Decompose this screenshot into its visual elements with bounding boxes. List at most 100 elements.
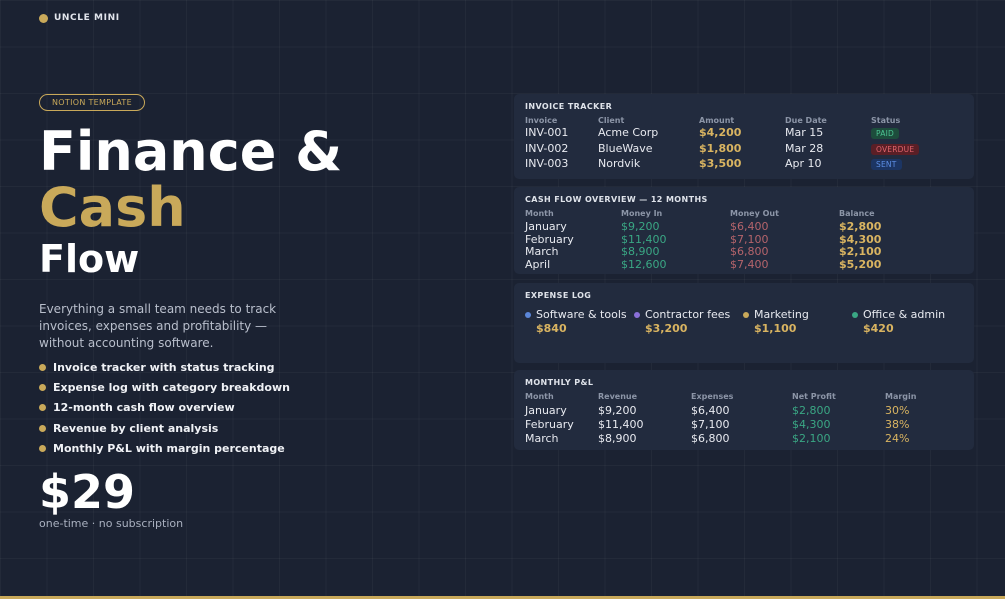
- month: March: [525, 432, 559, 445]
- column-header: Due Date: [785, 116, 827, 125]
- margin: 38%: [885, 418, 910, 431]
- net-profit: $2,100: [792, 432, 831, 445]
- expenses: $7,100: [691, 418, 730, 431]
- column-header: Invoice: [525, 116, 558, 125]
- margin: 24%: [885, 432, 910, 445]
- category-name: Marketing: [754, 308, 809, 321]
- column-header: Client: [598, 116, 625, 125]
- column-header: Net Profit: [792, 392, 836, 401]
- net-profit: $4,300: [792, 418, 831, 431]
- table-row: April $12,600 $7,400 $5,200: [525, 257, 963, 272]
- price: $29: [39, 465, 136, 519]
- category-value: $1,100: [754, 322, 797, 335]
- expenses: $6,400: [691, 404, 730, 417]
- headline: Finance & Cash Flow: [39, 124, 342, 282]
- invoice-due-date: Apr 10: [785, 157, 822, 171]
- feature-item: Expense log with category breakdown: [39, 377, 290, 397]
- invoice-id: INV-003: [525, 157, 569, 171]
- bottom-accent-line: [0, 596, 1005, 599]
- brand-name: UNCLE MINI: [54, 13, 120, 23]
- category-name: Office & admin: [863, 308, 946, 321]
- feature-item: Monthly P&L with margin percentage: [39, 438, 290, 458]
- table-row: March $8,900 $6,800 $2,100 24%: [525, 432, 963, 446]
- headline-line-2: Cash: [39, 176, 186, 239]
- category-value: $420: [863, 322, 894, 335]
- table-row: March $8,900 $6,800 $2,100: [525, 245, 963, 259]
- invoice-client: Nordvik: [598, 157, 641, 171]
- invoice-amount: $1,800: [699, 141, 742, 155]
- feature-text: Revenue by client analysis: [53, 421, 219, 435]
- column-header: Month: [525, 392, 554, 401]
- monthly-pl-panel: MONTHLY P&L Month Revenue Expenses Net P…: [514, 370, 974, 450]
- category-dot-icon: [634, 311, 640, 318]
- column-header: Revenue: [598, 392, 638, 401]
- category-value: $840: [536, 322, 567, 335]
- bullet-icon: [39, 424, 46, 432]
- cash-flow-panel: CASH FLOW OVERVIEW — 12 MONTHS Month Mon…: [514, 187, 974, 274]
- invoice-tracker-panel: INVOICE TRACKER Invoice Client Amount Du…: [514, 94, 974, 179]
- invoice-due-date: Mar 15: [785, 126, 824, 140]
- money-in: $12,600: [621, 257, 667, 271]
- price-note: one-time · no subscription: [39, 517, 184, 530]
- description: Everything a small team needs to track i…: [39, 302, 277, 350]
- invoice-due-date: Mar 28: [785, 141, 824, 155]
- column-header: Money Out: [730, 209, 779, 218]
- table-header: Month Revenue Expenses Net Profit Margin: [525, 392, 963, 401]
- table-row: February $11,400 $7,100 $4,300: [525, 232, 963, 247]
- bullet-icon: [39, 363, 46, 371]
- category-name: Contractor fees: [645, 308, 731, 321]
- expense-log-panel: EXPENSE LOG Software & tools $840 Contra…: [514, 283, 974, 363]
- category-dot-icon: [525, 311, 531, 318]
- panel-title: MONTHLY P&L: [525, 378, 594, 387]
- category-name: Software & tools: [536, 308, 627, 321]
- bullet-icon: [39, 404, 46, 412]
- money-out: $6,800: [730, 245, 769, 258]
- invoice-amount: $3,500: [699, 157, 742, 171]
- brand: UNCLE MINI: [39, 13, 120, 23]
- month: February: [525, 418, 574, 431]
- status-badge: OVERDUE: [871, 143, 920, 155]
- invoice-id: INV-001: [525, 126, 569, 140]
- invoice-client: Acme Corp: [598, 126, 659, 140]
- category-dot-icon: [743, 311, 749, 318]
- table-header: Month Money In Money Out Balance: [525, 209, 963, 218]
- invoice-id: INV-002: [525, 141, 569, 155]
- table-row: January $9,200 $6,400 $2,800: [525, 220, 963, 234]
- panel-title: EXPENSE LOG: [525, 291, 592, 300]
- column-header: Amount: [699, 116, 735, 125]
- expense-category: Office & admin $420: [852, 308, 961, 335]
- money-in: $11,400: [621, 232, 667, 246]
- expense-category: Software & tools $840: [525, 308, 634, 335]
- category-dot-icon: [852, 311, 858, 318]
- feature-text: 12-month cash flow overview: [53, 401, 235, 415]
- bullet-icon: [39, 383, 46, 391]
- revenue: $11,400: [598, 418, 644, 431]
- column-header: Money In: [621, 209, 663, 218]
- template-tag: NOTION TEMPLATE: [39, 94, 145, 111]
- table-row: INV-001 Acme Corp $4,200 Mar 15 PAID: [525, 125, 963, 141]
- balance: $2,800: [839, 220, 882, 233]
- money-in: $9,200: [621, 220, 660, 233]
- money-out: $7,400: [730, 257, 769, 271]
- table-row: January $9,200 $6,400 $2,800 30%: [525, 404, 963, 418]
- table-row: INV-002 BlueWave $1,800 Mar 28 OVERDUE: [525, 141, 963, 157]
- category-value: $3,200: [645, 322, 688, 335]
- invoice-amount: $4,200: [699, 126, 742, 140]
- table-row: February $11,400 $7,100 $4,300 38%: [525, 418, 963, 432]
- invoice-client: BlueWave: [598, 141, 653, 155]
- margin: 30%: [885, 404, 910, 417]
- feature-item: 12-month cash flow overview: [39, 398, 290, 418]
- month: March: [525, 245, 559, 258]
- money-out: $7,100: [730, 232, 769, 246]
- panel-title: CASH FLOW OVERVIEW — 12 MONTHS: [525, 195, 708, 204]
- month: April: [525, 257, 551, 271]
- status-badge: SENT: [871, 159, 902, 171]
- column-header: Expenses: [691, 392, 734, 401]
- expense-categories: Software & tools $840 Contractor fees $3…: [525, 308, 963, 335]
- month: February: [525, 232, 574, 246]
- money-out: $6,400: [730, 220, 769, 233]
- feature-text: Expense log with category breakdown: [53, 380, 290, 394]
- month: January: [525, 404, 567, 417]
- headline-line-3: Flow: [39, 237, 140, 281]
- net-profit: $2,800: [792, 404, 831, 417]
